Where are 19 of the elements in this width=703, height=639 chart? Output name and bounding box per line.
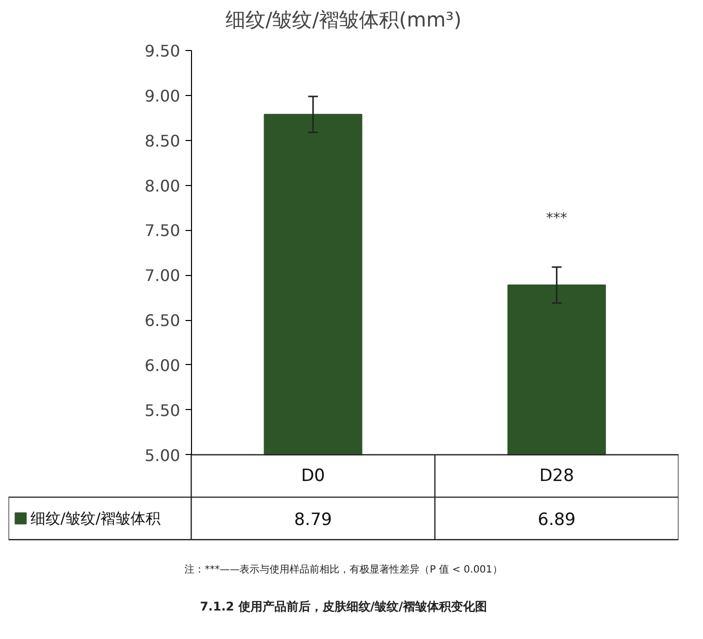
x-tick-label: D0 [301,466,325,486]
text: 7.1.2 使用产品前后，皮肤细纹/皱纹/褶皱体积变化图 [200,599,488,614]
y-tick-label: 7.00 [144,266,180,286]
annotation: *** [546,210,568,227]
x-tick-label: D28 [539,466,574,486]
y-tick-label: 8.50 [144,131,180,150]
data-label: 6.89 [538,510,576,530]
y-tick-label: 6.50 [144,311,180,330]
chart-title: 细纹/皱纹/褶皱体积(mm³) [225,8,462,32]
y-tick-label: 6.00 [144,356,180,375]
legend-label: 细纹/皱纹/褶皱体积 [30,509,161,528]
y-tick-label: 9.00 [144,86,180,106]
data-label: 8.79 [294,510,332,530]
y-tick-label: 7.50 [144,221,180,240]
y-tick-label: 5.00 [144,446,180,465]
text: 注：***——表示与使用样品前相比，有极显著性差异（P 值 < 0.001） [184,563,502,576]
y-tick-label: 9.50 [144,42,180,61]
y-tick-label: 8.00 [144,176,180,196]
y-tick-label: 5.50 [144,400,180,420]
